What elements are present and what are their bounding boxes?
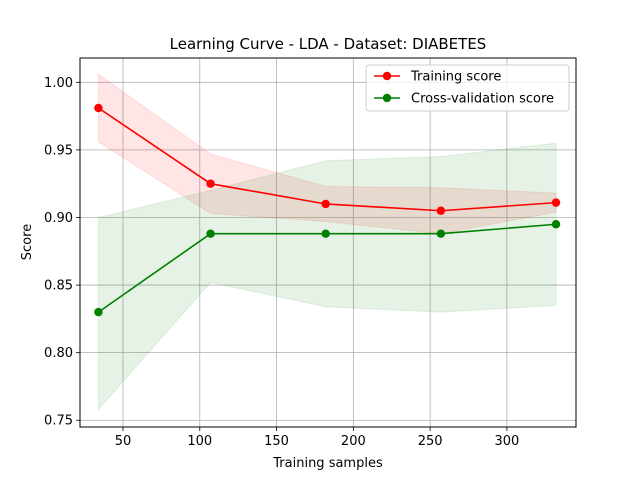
y-tick-label: 0.75 — [44, 414, 73, 429]
legend-label-0: Training score — [410, 70, 501, 85]
y-axis-label: Score — [20, 224, 35, 260]
legend: Training score Cross-validation score — [365, 64, 570, 112]
chart-title: Learning Curve - LDA - Dataset: DIABETES — [170, 35, 487, 53]
y-tick-label: 0.95 — [44, 143, 73, 158]
series-points — [94, 103, 561, 317]
point-series-0 — [321, 199, 330, 209]
point-series-1 — [321, 229, 330, 238]
x-tick-label: 50 — [115, 434, 132, 449]
y-tick-label: 0.85 — [44, 279, 73, 294]
grid-lines — [80, 58, 576, 427]
y-tick-label: 1.00 — [44, 76, 73, 91]
point-series-1 — [206, 229, 215, 238]
x-tick-label: 200 — [341, 434, 366, 449]
x-tick-label: 100 — [187, 434, 212, 449]
point-series-1 — [436, 229, 446, 238]
point-series-1 — [94, 307, 103, 317]
legend-box — [365, 64, 570, 112]
x-tick-label: 300 — [494, 434, 519, 449]
point-series-0 — [551, 198, 561, 207]
point-series-0 — [436, 206, 446, 215]
y-axis-ticks: 0.75 0.80 0.85 0.90 0.95 1.00 — [44, 76, 80, 429]
plot-frame — [79, 57, 577, 428]
legend-label-1: Cross-validation score — [411, 92, 554, 107]
y-tick-label: 0.80 — [44, 346, 73, 361]
y-tick-label: 0.90 — [44, 211, 73, 226]
point-series-0 — [206, 179, 215, 188]
point-series-0 — [94, 103, 103, 113]
x-axis-ticks: 50 100 150 200 250 300 — [115, 427, 519, 449]
legend-marker-0 — [382, 71, 392, 81]
band-series-0 — [97, 73, 557, 235]
legend-marker-1 — [382, 93, 392, 103]
point-series-1 — [551, 220, 561, 229]
x-axis-label: Training samples — [272, 456, 383, 471]
x-tick-label: 150 — [264, 434, 289, 449]
x-tick-label: 250 — [418, 434, 443, 449]
